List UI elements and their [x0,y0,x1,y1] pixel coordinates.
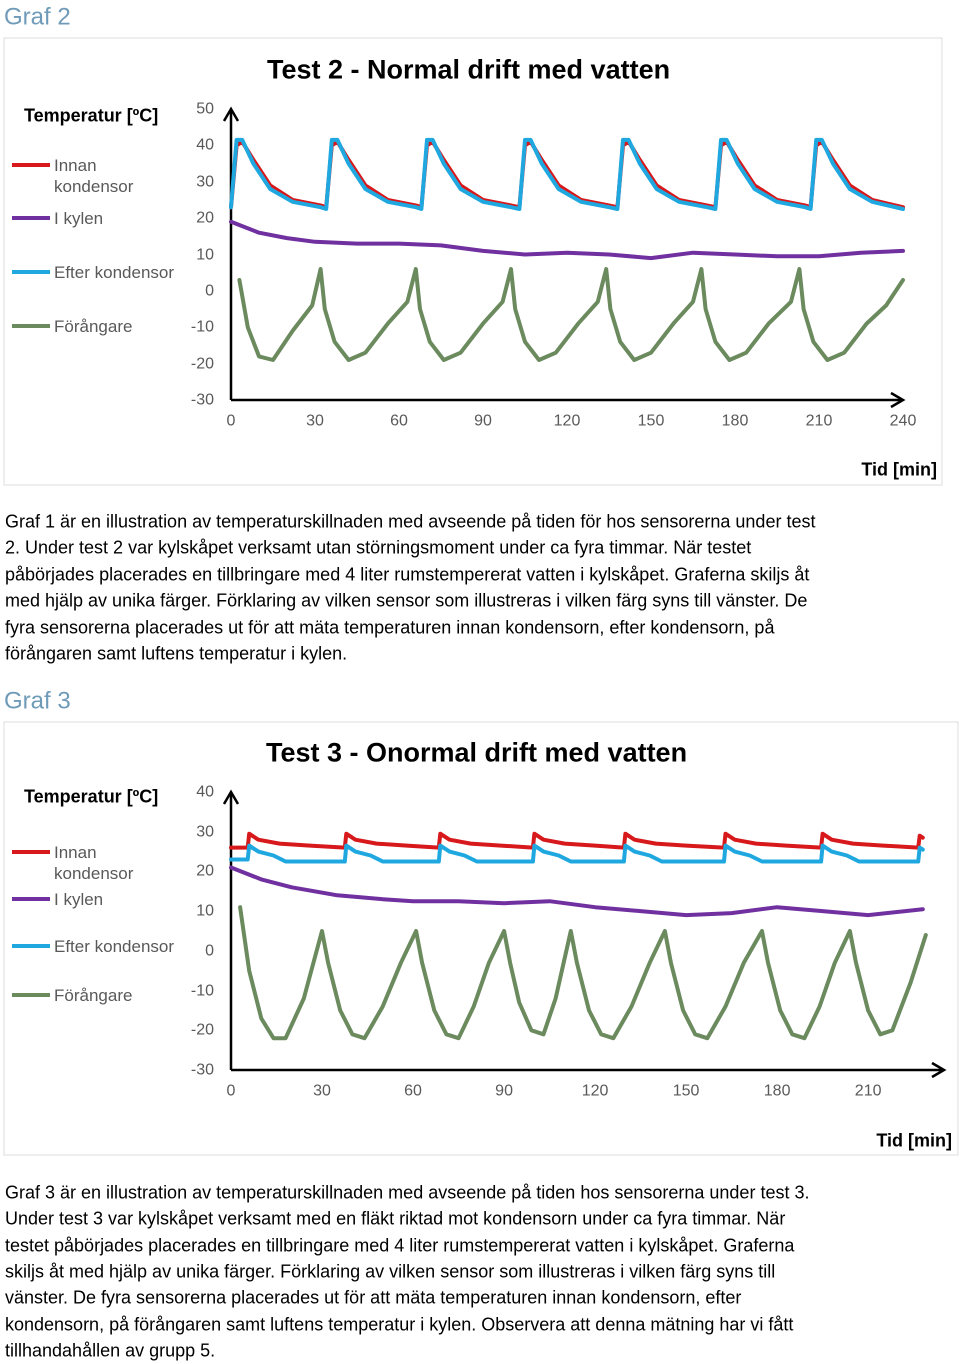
y-tick-label: 10 [196,246,214,263]
series-line [229,137,905,211]
x-tick-label: 180 [721,412,749,430]
y-axis-label: Temperatur [ºC] [24,105,159,126]
y-tick-label: -10 [190,318,214,336]
series-line [229,831,925,850]
series-line [229,219,905,261]
y-tick-label: 40 [196,136,214,154]
x-axis-arrow [890,391,906,409]
paragraph-line: med hjälp av unika färger. Förklaring av… [5,590,808,611]
legend-label: Efter kondensor [54,262,175,282]
y-tick-label: -20 [190,1021,214,1039]
paragraph-line: tillhandahållen av grupp 5. [5,1340,216,1361]
paragraph-line: kondensorn, på förångaren samt luftens t… [5,1314,794,1334]
y-tick-label: -10 [190,982,214,1000]
y-tick-label: 30 [196,173,214,191]
paragraph-line: 2. Under test 2 var kylskåpet verksamt u… [5,537,752,558]
x-tick-label: 120 [581,1082,609,1100]
chart-frame [3,721,959,1156]
x-tick-label: 120 [553,412,581,430]
y-tick-label: 30 [196,823,214,841]
legend-label: Innan kondensor [54,155,134,196]
paragraph-line: påbörjades placerades en tillbringare me… [5,564,810,585]
y-tick-label: 0 [205,942,214,960]
chart-frame [3,37,943,486]
x-tick-label: 60 [390,412,408,430]
legend-label: I kylen [54,889,104,909]
series-line [237,267,905,362]
series-line [229,865,925,918]
x-tick-label: 0 [226,412,236,430]
x-tick-label: 210 [854,1082,882,1100]
x-axis-label: Tid [min] [861,459,937,480]
x-tick-label: 210 [805,412,833,430]
y-tick-label: 20 [196,209,214,227]
chart-title: Test 3 - Onormal drift med vatten [266,737,688,768]
x-tick-label: 150 [637,412,665,430]
section-heading: Graf 3 [4,687,71,715]
y-tick-label: -20 [190,355,214,373]
x-axis-arrow [931,1061,947,1079]
y-tick-label: 20 [196,862,214,880]
paragraph-line: testet påbörjades placerades en tillbrin… [5,1235,795,1256]
legend-label: Förångare [54,316,133,336]
paragraph-line: Graf 3 är en illustration av temperaturs… [5,1182,810,1203]
y-tick-label: 40 [196,783,214,801]
series-line [238,905,928,1041]
paragraph-line: förångaren samt luftens temperatur i kyl… [5,643,348,664]
x-tick-label: 0 [226,1082,236,1100]
x-tick-label: 60 [404,1082,422,1100]
chart-title: Test 2 - Normal drift med vatten [267,54,671,85]
y-tick-label: -30 [190,391,214,409]
paragraph-line: skiljs åt med hjälp av unika färger. För… [5,1261,776,1282]
y-tick-label: 50 [196,100,214,118]
x-tick-label: 90 [474,412,492,430]
x-tick-label: 30 [313,1082,331,1100]
legend-label: Efter kondensor [54,936,175,956]
section-heading: Graf 2 [4,3,71,31]
x-axis-label: Tid [min] [876,1130,952,1151]
x-tick-label: 30 [306,412,324,430]
paragraph-line: Graf 1 är en illustration av temperaturs… [5,511,816,532]
y-axis-arrow [222,789,240,805]
x-tick-label: 90 [495,1082,513,1100]
legend-label: I kylen [54,208,104,228]
y-tick-label: -30 [190,1061,214,1079]
x-tick-label: 240 [889,412,917,430]
series-line [229,843,925,864]
x-tick-label: 180 [763,1082,791,1100]
y-axis-arrow [222,106,240,122]
paragraph-line: vänster. De fyra sensorerna placerades u… [5,1287,742,1308]
y-tick-label: 0 [205,282,214,300]
legend-label: Innan kondensor [54,842,134,883]
legend-label: Förångare [54,985,133,1005]
paragraph-line: Under test 3 var kylskåpet verksamt med … [5,1208,786,1229]
paragraph-line: fyra sensorerna placerades ut för att mä… [5,617,775,638]
y-tick-label: 10 [196,902,214,920]
x-tick-label: 150 [672,1082,700,1100]
y-axis-label: Temperatur [ºC] [24,786,159,807]
